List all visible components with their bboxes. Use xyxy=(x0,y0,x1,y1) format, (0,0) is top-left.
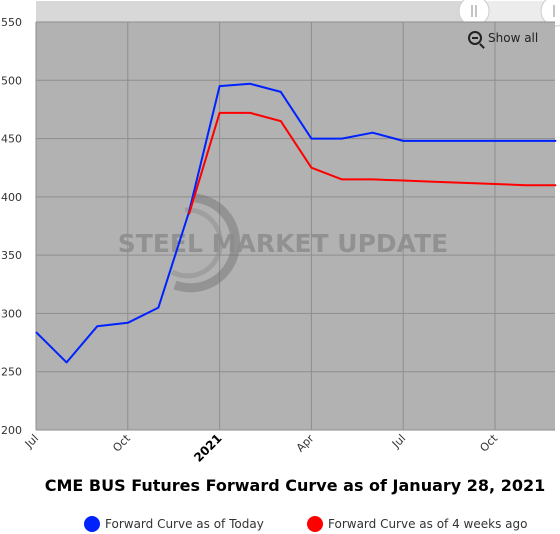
y-tick-label: 200 xyxy=(1,424,22,437)
legend-label-today: Forward Curve as of Today xyxy=(105,517,264,531)
series-layer xyxy=(35,82,557,364)
legend-marker-4-weeks-ago xyxy=(307,516,323,532)
chart-title: CME BUS Futures Forward Curve as of Janu… xyxy=(44,476,546,495)
series-line-today[interactable] xyxy=(35,82,557,364)
navigator-handle-right[interactable] xyxy=(540,0,560,27)
y-axis: 200 250 300 350 400 450 500 550 xyxy=(1,16,22,437)
navigator-selected-range[interactable] xyxy=(474,1,550,22)
x-tick-label: Jul xyxy=(389,432,408,451)
legend-item-4-weeks-ago[interactable]: Forward Curve as of 4 weeks ago xyxy=(307,514,527,534)
y-tick-label: 550 xyxy=(1,16,22,29)
x-tick-label: Jul xyxy=(22,432,41,451)
legend-marker-today xyxy=(84,516,100,532)
legend-item-today[interactable]: Forward Curve as of Today xyxy=(84,514,264,534)
x-tick-label: Oct xyxy=(477,431,500,454)
x-axis: Jul Oct 2021 Apr Jul Oct xyxy=(22,431,501,465)
zoom-out-icon xyxy=(468,31,482,45)
watermark-logo xyxy=(170,193,241,293)
y-tick-label: 500 xyxy=(1,74,22,87)
y-tick-label: 300 xyxy=(1,307,22,320)
series-line-4-weeks-ago[interactable] xyxy=(188,111,557,215)
y-tick-label: 350 xyxy=(1,249,22,262)
y-tick-label: 450 xyxy=(1,133,22,146)
plot-area xyxy=(36,22,555,430)
y-tick-label: 400 xyxy=(1,191,22,204)
watermark-text: STEEL MARKET UPDATE xyxy=(118,229,448,258)
show-all-label: Show all xyxy=(488,31,539,45)
x-tick-label: Oct xyxy=(110,431,133,454)
grid-lines xyxy=(35,21,555,431)
y-tick-label: 250 xyxy=(1,366,22,379)
legend-label-4-weeks-ago: Forward Curve as of 4 weeks ago xyxy=(328,517,528,531)
show-all-button[interactable]: Show all xyxy=(468,28,538,48)
x-tick-label: Apr xyxy=(294,432,317,455)
x-tick-label: 2021 xyxy=(191,431,225,465)
navigator-track[interactable] xyxy=(36,1,560,22)
